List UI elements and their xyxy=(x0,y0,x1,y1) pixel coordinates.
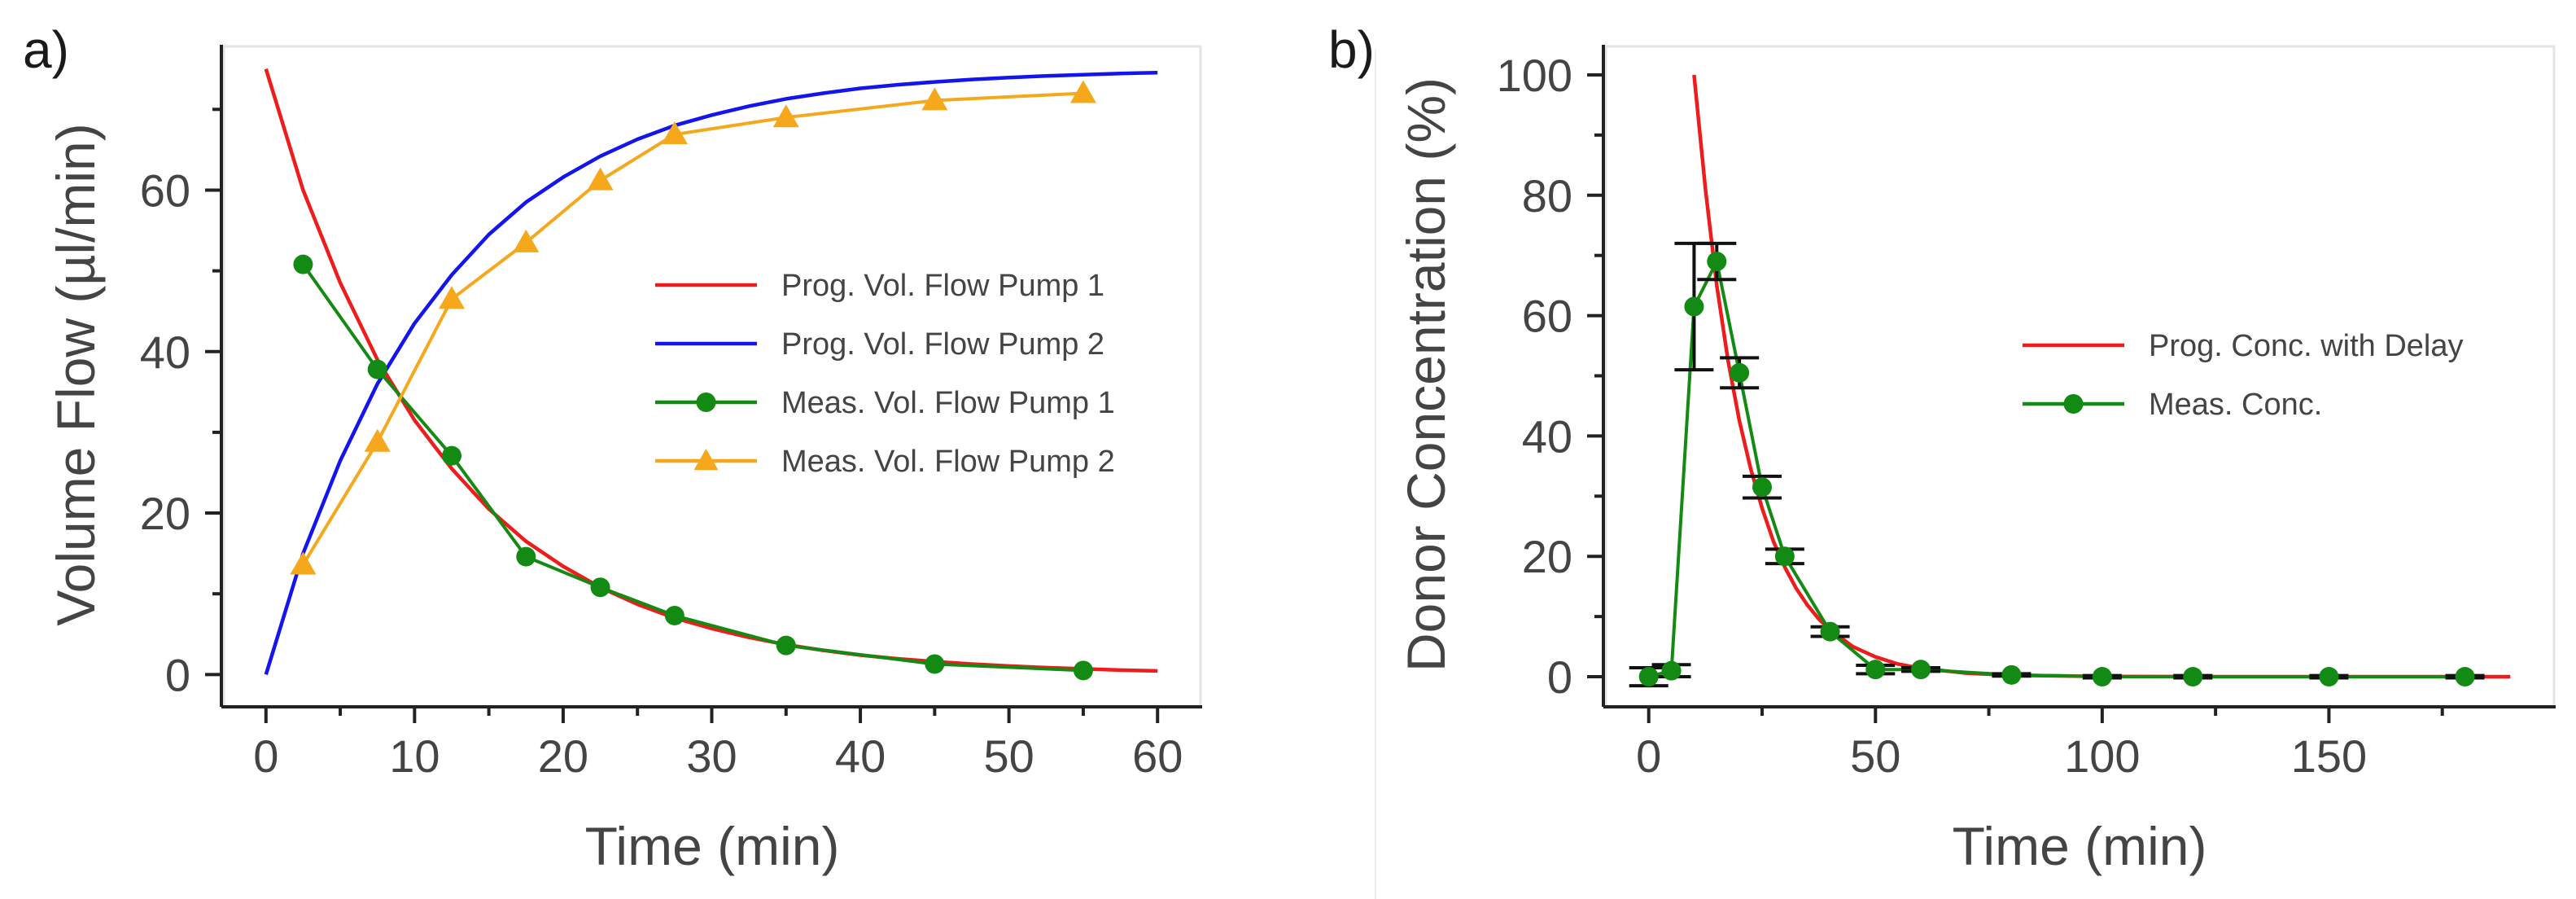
data-point xyxy=(2319,667,2339,687)
y-tick-label: 0 xyxy=(1547,651,1572,703)
legend-entry: Meas. Vol. Flow Pump 1 xyxy=(655,386,1115,420)
data-point xyxy=(587,167,614,191)
x-tick-label: 20 xyxy=(538,730,588,782)
legend-entry: Meas. Vol. Flow Pump 2 xyxy=(655,445,1115,479)
data-point xyxy=(1707,252,1727,272)
series-prog-conc-with-delay-line xyxy=(1692,74,2511,679)
data-point xyxy=(1730,362,1750,383)
legend-entry: Meas. Conc. xyxy=(2023,388,2322,422)
data-point xyxy=(516,546,536,567)
legend-label: Prog. Conc. with Delay xyxy=(2149,329,2464,363)
panel-b-y-axis-label: Donor Concentration (%) xyxy=(1396,77,1456,672)
panel-a-legend: Prog. Vol. Flow Pump 1 Prog. Vol. Flow Pu… xyxy=(655,269,1115,479)
data-point xyxy=(1911,660,1931,680)
x-tick-label: 0 xyxy=(1636,730,1661,782)
y-tick-label: 100 xyxy=(1497,50,1572,101)
data-point xyxy=(290,551,317,575)
panel-a-y-axis-label: Volume Flow (µl/min) xyxy=(46,123,106,626)
legend-label: Meas. Conc. xyxy=(2149,388,2322,422)
x-tick-label: 0 xyxy=(253,730,278,782)
y-tick-label: 40 xyxy=(140,327,190,378)
panel-a-x-axis-label: Time (min) xyxy=(585,816,840,876)
data-point xyxy=(364,428,391,452)
x-tick-label: 30 xyxy=(686,730,737,782)
data-point xyxy=(1774,546,1795,567)
data-point xyxy=(2455,667,2475,687)
data-point xyxy=(1069,80,1096,103)
legend-label: Meas. Vol. Flow Pump 1 xyxy=(781,386,1115,420)
data-point xyxy=(2001,664,2022,685)
data-point xyxy=(1638,667,1659,687)
data-point xyxy=(1752,477,1772,498)
x-tick-label: 50 xyxy=(1850,730,1900,782)
data-point xyxy=(664,605,684,625)
data-point xyxy=(921,87,948,111)
data-point xyxy=(1820,621,1840,642)
legend-marker xyxy=(2063,394,2084,414)
x-tick-label: 50 xyxy=(984,730,1034,782)
panel-a-frame xyxy=(222,45,1202,709)
panel-b: b) 0 50 100 150 0 20 40 60 80 100 Prog. Conc. wit… xyxy=(1328,20,2556,876)
x-tick-label: 60 xyxy=(1132,730,1183,782)
legend-entry: Prog. Vol. Flow Pump 1 xyxy=(655,269,1104,303)
data-point xyxy=(1865,660,1886,680)
data-point xyxy=(776,635,796,656)
y-tick-label: 20 xyxy=(1522,531,1572,582)
panel-a-label: a) xyxy=(23,20,69,79)
data-point xyxy=(925,654,945,674)
data-point xyxy=(1073,660,1093,681)
data-point xyxy=(661,121,688,145)
legend-entry: Prog. Vol. Flow Pump 2 xyxy=(655,327,1104,362)
legend-label: Prog. Vol. Flow Pump 2 xyxy=(781,327,1104,362)
y-tick-label: 60 xyxy=(1522,291,1572,342)
data-point xyxy=(293,254,313,274)
panel-a-series xyxy=(264,68,1158,681)
legend-label: Prog. Vol. Flow Pump 1 xyxy=(781,269,1104,303)
panel-a: a) 0 10 20 30 40 50 60 0 20 40 60 Prog. Vol. Flow … xyxy=(23,20,1202,876)
x-tick-label: 40 xyxy=(835,730,886,782)
series-prog-vol-flow-pump-1-line xyxy=(264,68,1158,673)
data-point xyxy=(1684,296,1704,317)
x-tick-label: 150 xyxy=(2291,730,2367,782)
x-tick-label: 100 xyxy=(2064,730,2140,782)
data-point xyxy=(1661,660,1682,681)
y-tick-label: 0 xyxy=(165,649,190,700)
data-point xyxy=(513,229,540,252)
legend-marker xyxy=(693,449,719,471)
y-tick-label: 20 xyxy=(140,488,190,539)
y-tick-label: 40 xyxy=(1522,410,1572,462)
panel-b-axes: 0 50 100 150 0 20 40 60 80 100 xyxy=(1497,45,2556,782)
panel-b-x-axis-label: Time (min) xyxy=(1953,816,2207,876)
y-tick-label: 60 xyxy=(140,164,190,216)
data-point xyxy=(2183,667,2203,687)
data-point xyxy=(441,445,461,466)
data-point xyxy=(590,577,610,598)
legend-entry: Prog. Conc. with Delay xyxy=(2023,329,2464,363)
y-tick-label: 80 xyxy=(1522,170,1572,221)
legend-label: Meas. Vol. Flow Pump 2 xyxy=(781,445,1115,479)
panel-b-label: b) xyxy=(1328,20,1375,79)
panel-b-legend: Prog. Conc. with Delay Meas. Conc. xyxy=(2023,329,2464,422)
data-point xyxy=(367,359,387,379)
panel-b-series xyxy=(1629,74,2511,688)
data-point xyxy=(438,286,465,309)
series-prog-vol-flow-pump-2-line xyxy=(264,70,1158,675)
series-meas-conc-line xyxy=(1648,260,2465,678)
data-point xyxy=(772,104,799,128)
legend-marker xyxy=(696,392,716,412)
data-point xyxy=(2092,667,2112,687)
panel-a-axes: 0 10 20 30 40 50 60 0 20 40 60 xyxy=(140,45,1202,782)
x-tick-label: 10 xyxy=(389,730,440,782)
